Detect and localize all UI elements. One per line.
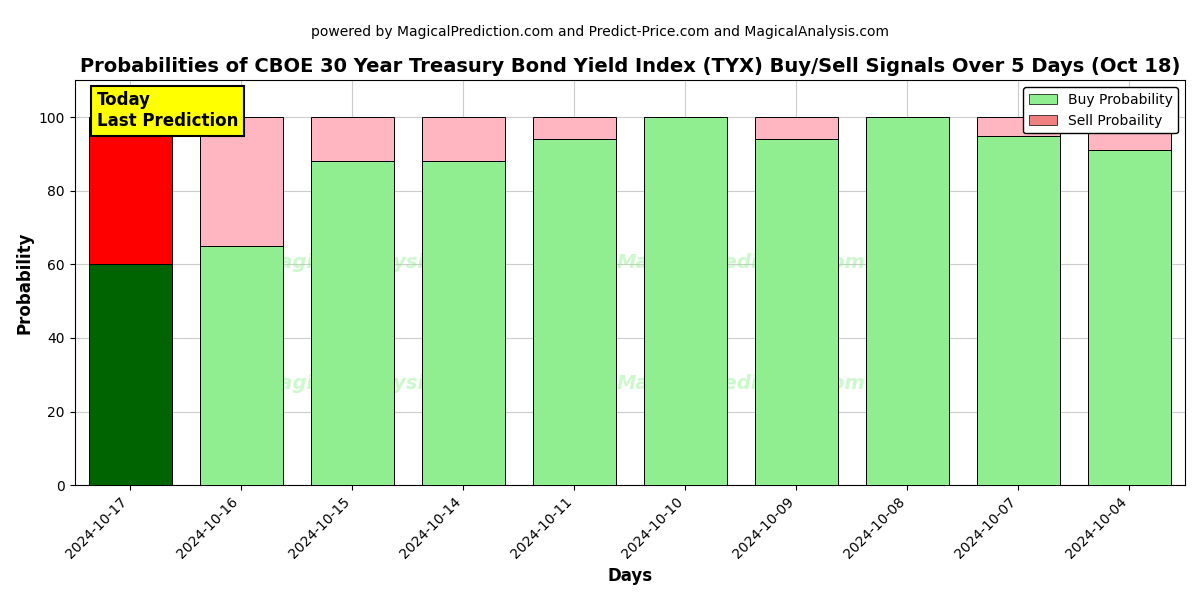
Bar [199,246,283,485]
Bar [533,139,616,485]
Bar [89,117,172,265]
Text: MagicalAnalysis.com: MagicalAnalysis.com [260,253,488,272]
Text: MagicalPrediction.com: MagicalPrediction.com [617,253,865,272]
Text: MagicalPrediction.com: MagicalPrediction.com [617,374,865,394]
Bar [865,117,949,485]
Y-axis label: Probability: Probability [16,232,34,334]
Bar [311,117,394,161]
Bar [199,117,283,246]
Bar [1088,117,1171,150]
Bar [755,139,838,485]
Bar [1088,150,1171,485]
Bar [311,161,394,485]
Bar [977,117,1060,136]
Bar [533,117,616,139]
Title: Probabilities of CBOE 30 Year Treasury Bond Yield Index (TYX) Buy/Sell Signals O: Probabilities of CBOE 30 Year Treasury B… [79,57,1180,76]
Bar [421,161,505,485]
X-axis label: Days: Days [607,567,653,585]
Legend: Buy Probability, Sell Probaility: Buy Probability, Sell Probaility [1024,87,1178,133]
Bar [977,136,1060,485]
Bar [89,265,172,485]
Bar [643,117,727,485]
Bar [421,117,505,161]
Text: MagicalAnalysis.com: MagicalAnalysis.com [260,374,488,394]
Text: powered by MagicalPrediction.com and Predict-Price.com and MagicalAnalysis.com: powered by MagicalPrediction.com and Pre… [311,25,889,39]
Text: Today
Last Prediction: Today Last Prediction [97,91,239,130]
Bar [755,117,838,139]
